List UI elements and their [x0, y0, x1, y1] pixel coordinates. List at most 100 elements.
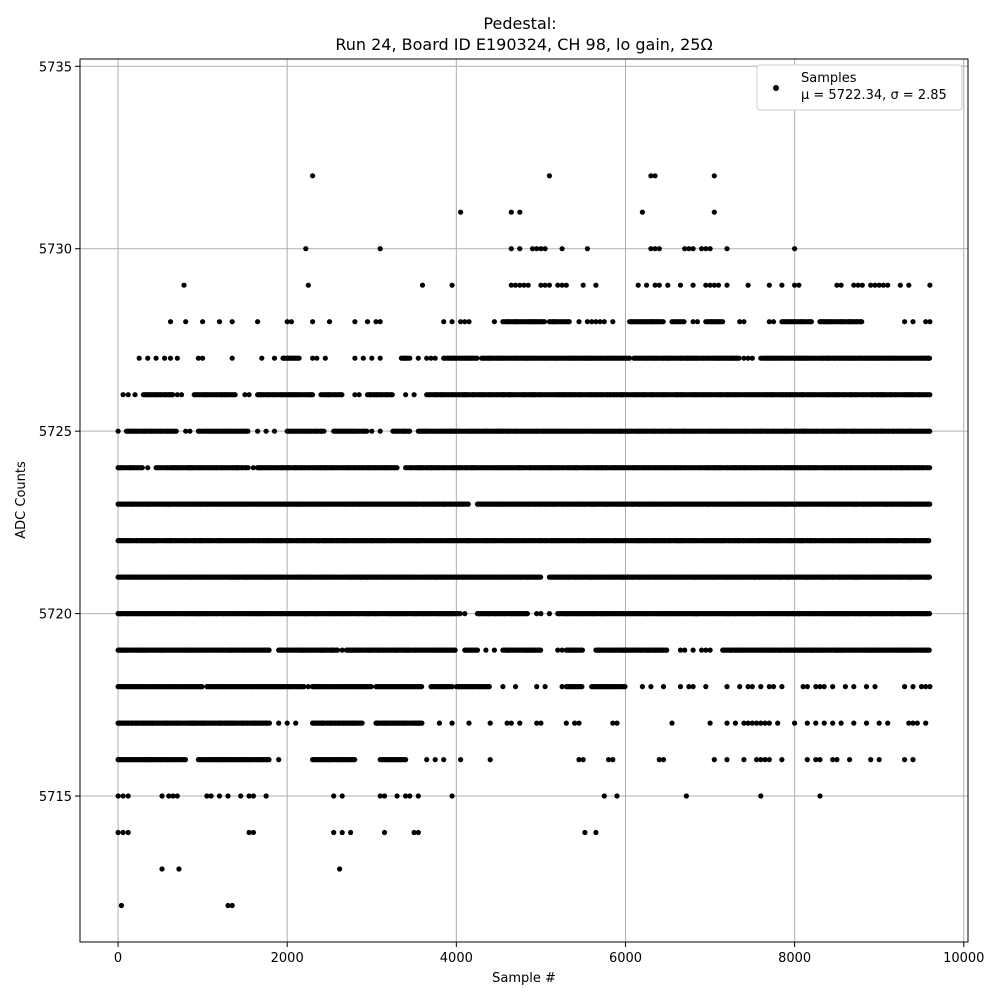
data-point [754, 720, 760, 726]
data-point [660, 684, 667, 690]
data-point [902, 684, 908, 690]
data-point [415, 793, 421, 799]
data-point [120, 793, 126, 799]
data-point [508, 720, 514, 726]
data-point [182, 757, 188, 763]
data-point [534, 720, 540, 726]
data-point [804, 720, 810, 726]
data-point [394, 793, 400, 799]
data-point [579, 647, 586, 653]
data-point [407, 428, 413, 434]
data-point [885, 720, 891, 726]
data-point [118, 902, 124, 909]
data-point [910, 720, 916, 726]
data-point [517, 720, 523, 726]
data-point [432, 757, 438, 763]
data-point [465, 501, 471, 507]
data-point [758, 793, 764, 799]
data-point [199, 684, 205, 690]
data-point [707, 647, 713, 653]
data-point [457, 611, 463, 617]
data-point [838, 720, 844, 726]
data-point [648, 684, 654, 690]
data-point [538, 647, 544, 653]
data-point [580, 757, 586, 763]
data-point [745, 684, 751, 690]
data-point [559, 647, 565, 653]
data-point [703, 684, 709, 690]
data-point [639, 684, 646, 690]
data-point [159, 866, 165, 872]
data-point [745, 720, 751, 726]
data-point [225, 793, 231, 799]
data-point [487, 757, 493, 763]
data-point [486, 684, 492, 690]
data-point [876, 720, 882, 726]
data-point [204, 793, 210, 799]
data-point [766, 720, 772, 726]
data-point [339, 793, 345, 799]
data-point [542, 684, 548, 690]
data-point [483, 647, 489, 653]
data-point [491, 647, 497, 653]
data-point [449, 720, 455, 726]
data-point [424, 757, 430, 763]
data-point [754, 757, 760, 763]
data-point [851, 720, 857, 726]
data-point [741, 757, 747, 763]
data-point [452, 647, 458, 653]
data-point [830, 684, 836, 690]
data-point [741, 720, 747, 726]
data-point [339, 829, 345, 836]
data-point [266, 720, 272, 726]
data-point [381, 829, 388, 836]
data-point [707, 720, 713, 726]
data-point [813, 757, 819, 763]
data-point [779, 684, 785, 690]
data-point [686, 684, 692, 690]
data-point [614, 793, 620, 799]
data-point [555, 647, 561, 653]
data-point [677, 684, 684, 690]
data-point [359, 720, 365, 726]
data-point [851, 684, 857, 690]
data-point [749, 684, 755, 690]
data-point [120, 829, 126, 836]
data-point [321, 428, 327, 434]
data-point [813, 684, 819, 690]
data-point [683, 793, 690, 799]
data-point [656, 757, 662, 763]
data-point [419, 684, 425, 690]
data-point [622, 684, 628, 690]
data-point [276, 757, 282, 763]
data-point [927, 684, 933, 690]
data-point [918, 684, 925, 690]
data-point [923, 720, 929, 726]
data-point [842, 684, 849, 690]
data-point [732, 720, 739, 726]
data-point [170, 793, 176, 799]
data-point [534, 684, 540, 690]
data-point [331, 829, 337, 836]
data-point [863, 720, 870, 726]
data-point [524, 611, 531, 617]
data-point [927, 465, 933, 471]
data-point [677, 647, 684, 653]
data-point [407, 793, 413, 799]
data-point [301, 684, 307, 690]
data-point [593, 829, 599, 836]
data-point [690, 647, 696, 653]
data-point [830, 757, 836, 763]
data-point [910, 684, 916, 690]
data-point [238, 793, 244, 799]
data-point [762, 720, 768, 726]
data-point [926, 538, 932, 544]
data-point [817, 793, 823, 799]
data-point [504, 720, 510, 726]
data-point [758, 684, 764, 690]
data-point [466, 720, 472, 726]
data-point [817, 757, 823, 763]
data-point [225, 902, 231, 909]
data-point [419, 720, 425, 726]
data-point [250, 793, 256, 799]
